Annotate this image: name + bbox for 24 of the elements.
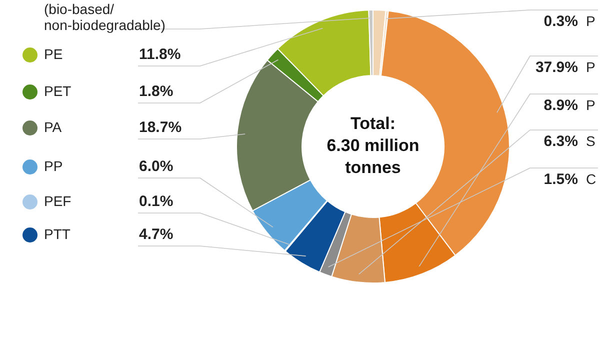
data-label: 0.1% bbox=[139, 193, 174, 210]
data-label: 6.3% bbox=[544, 133, 578, 150]
legend-label: PA bbox=[44, 118, 62, 135]
legend-label: PE bbox=[44, 46, 63, 62]
data-label: 11.8% bbox=[139, 46, 181, 64]
legend-label: PP bbox=[44, 158, 63, 174]
legend-label: PTT bbox=[44, 226, 71, 242]
text: Total: 6.30 million tonnes bbox=[326, 114, 420, 178]
data-label: 0.3% bbox=[544, 13, 578, 30]
slice-label: P bbox=[586, 96, 596, 113]
legend-label: PET bbox=[44, 82, 72, 99]
data-label: 37.9% bbox=[535, 59, 578, 76]
slice-label: P bbox=[586, 12, 596, 29]
legend-label: PEF bbox=[44, 192, 72, 209]
data-label: 1.5% bbox=[544, 171, 578, 188]
data-label: 1.8% bbox=[139, 83, 174, 100]
slice-label: (bio-based/ non-biodegradable) bbox=[44, 0, 166, 33]
slice-label: C bbox=[586, 170, 596, 187]
data-label: 8.9% bbox=[544, 97, 578, 114]
data-label: 18.7% bbox=[139, 119, 182, 136]
slice-label: P bbox=[586, 58, 596, 75]
slice-label: S bbox=[586, 132, 596, 149]
data-label: 6.0% bbox=[139, 158, 174, 176]
data-label: 4.7% bbox=[139, 226, 174, 244]
